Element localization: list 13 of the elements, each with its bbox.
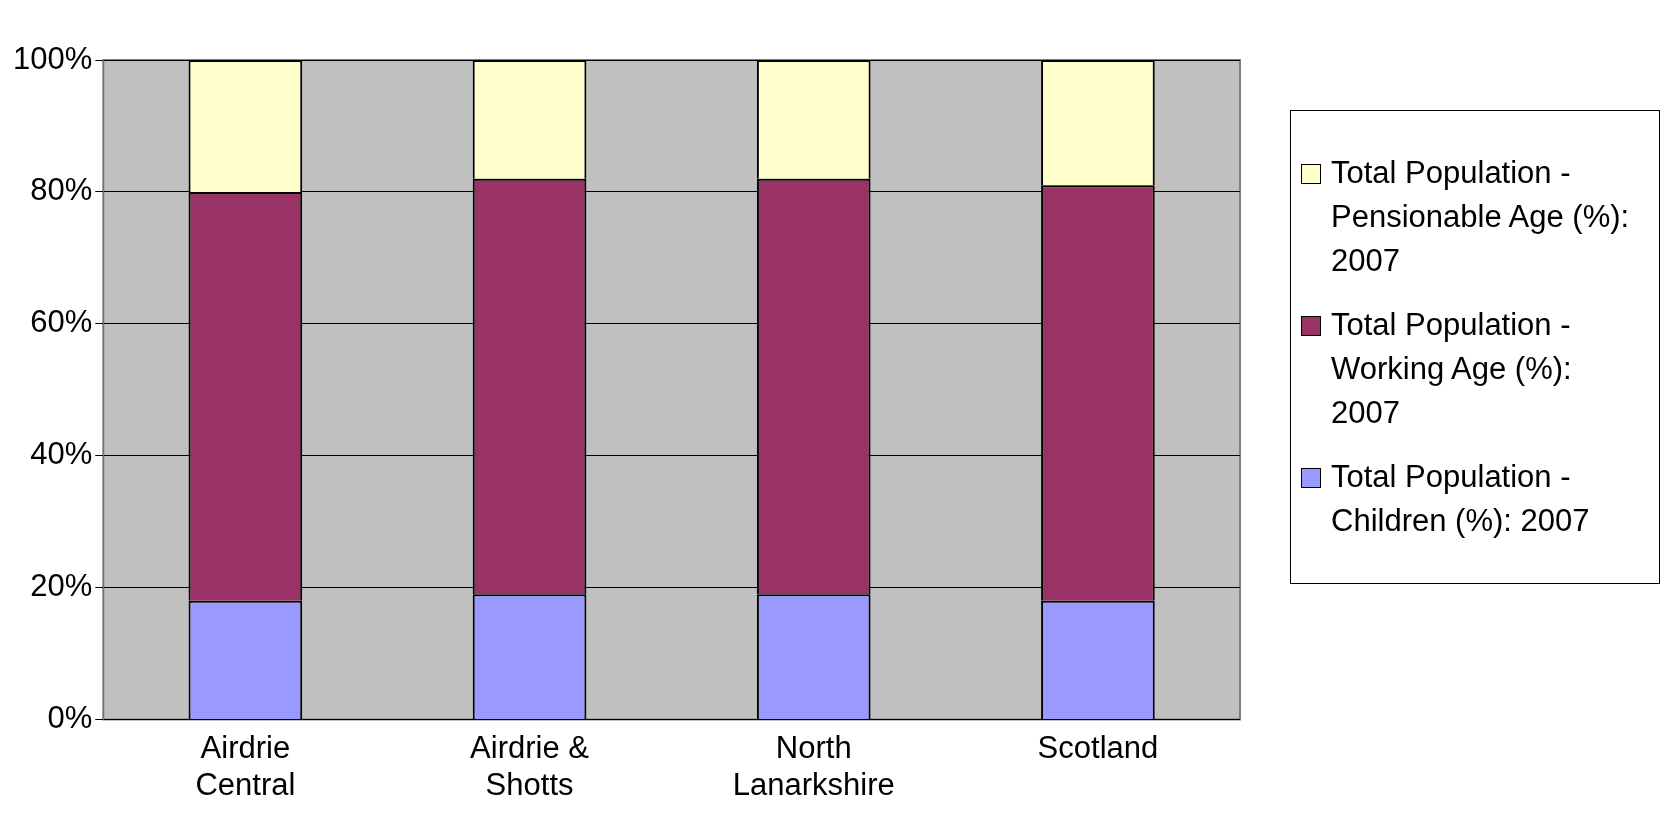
y-tick-label: 80% (30, 172, 93, 208)
y-tick-label: 20% (30, 568, 93, 604)
y-tick-label: 40% (30, 436, 93, 472)
y-tick-label: 100% (12, 40, 93, 76)
x-tick-label: Airdrie & Shotts (470, 729, 590, 802)
x-tick-label: North Lanarkshire (732, 729, 895, 802)
x-tick-label: Airdrie Central (195, 729, 296, 802)
legend-label: Total Population - Children (%): 2007 (1331, 458, 1591, 540)
y-tick-label: 60% (30, 304, 93, 340)
legend-label: Total Population - Working Age (%): 2007 (1331, 306, 1573, 432)
legend-label: Total Population - Pensionable Age (%): 2007 (1331, 154, 1631, 280)
y-tick-label: 0% (47, 700, 93, 736)
x-tick-label: Scotland (1037, 729, 1159, 765)
